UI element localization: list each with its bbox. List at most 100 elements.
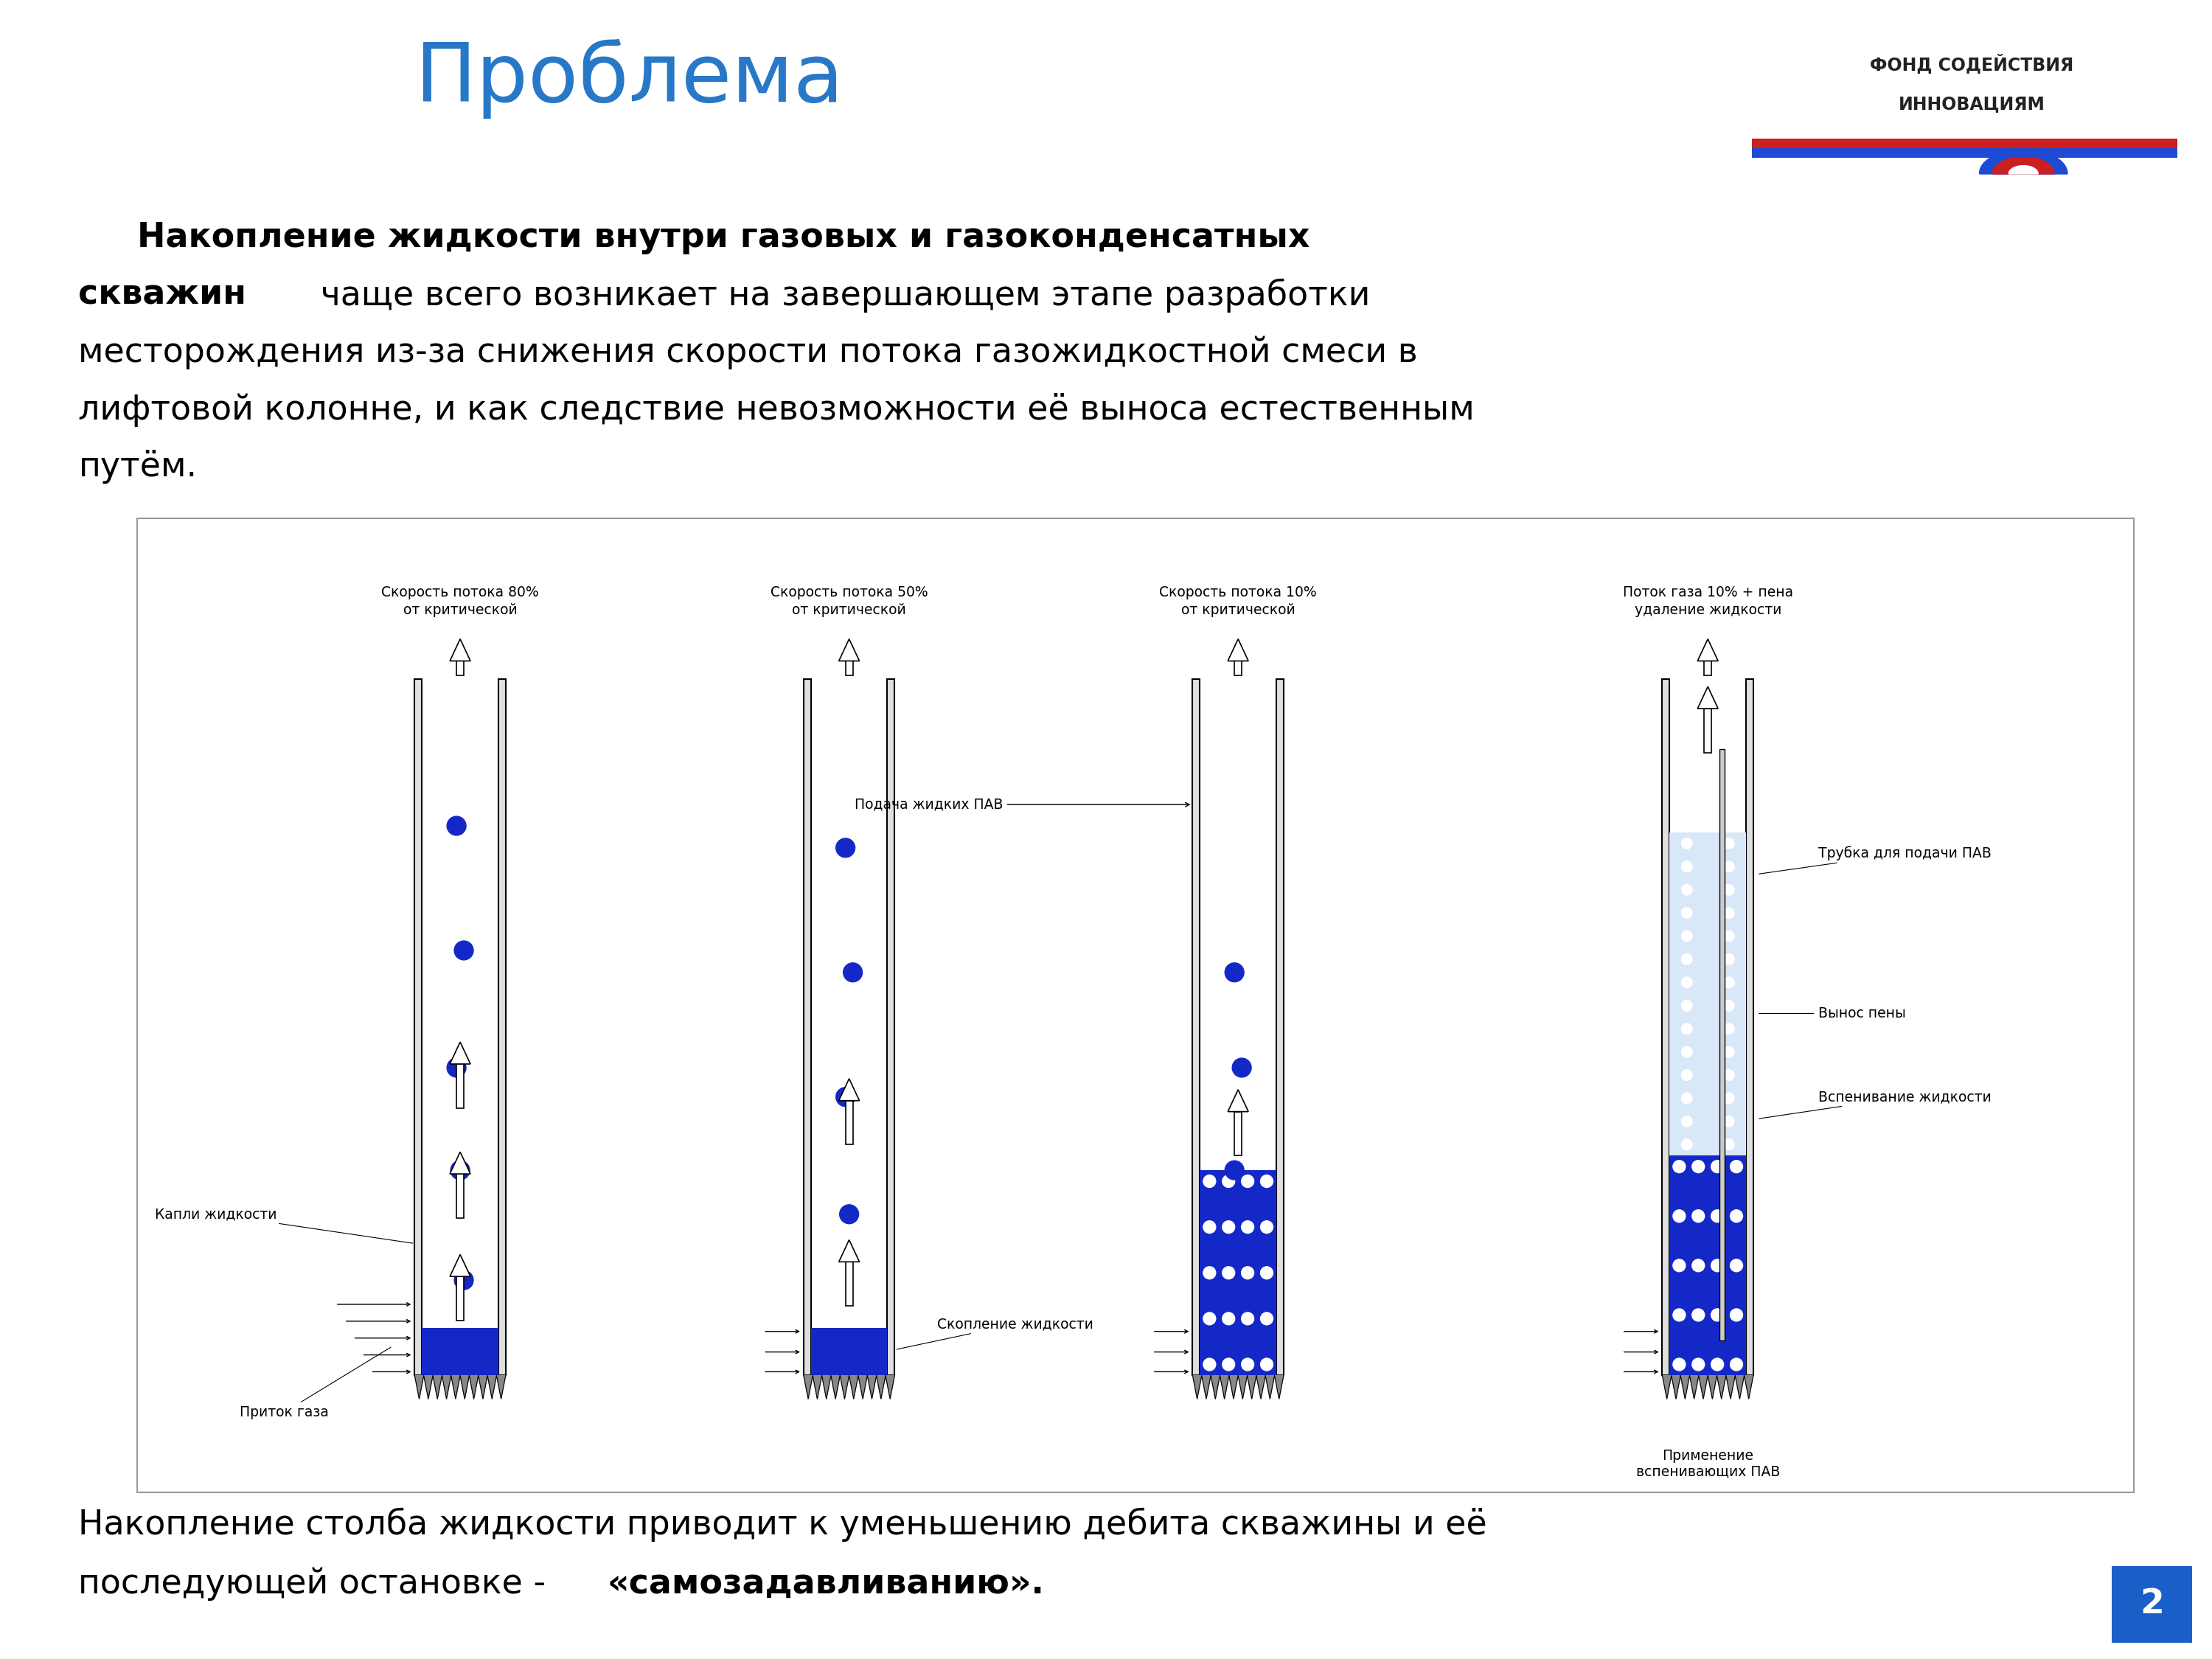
- Polygon shape: [449, 1254, 471, 1276]
- Circle shape: [1723, 907, 1734, 919]
- Circle shape: [1223, 1221, 1234, 1233]
- Circle shape: [1692, 1309, 1705, 1321]
- Bar: [1745, 679, 1754, 1375]
- Text: Вспенивание жидкости: Вспенивание жидкости: [1759, 1090, 1991, 1118]
- Circle shape: [1681, 1117, 1692, 1126]
- Circle shape: [1223, 1175, 1234, 1188]
- Bar: [137, 518, 2135, 1493]
- Circle shape: [1232, 1058, 1252, 1077]
- Bar: [1752, 148, 2177, 158]
- Circle shape: [1681, 954, 1692, 966]
- Bar: [1199, 1170, 1276, 1375]
- Circle shape: [1261, 1175, 1272, 1188]
- Circle shape: [1681, 931, 1692, 942]
- Circle shape: [1681, 838, 1692, 849]
- Circle shape: [1681, 838, 1692, 849]
- Polygon shape: [414, 1375, 507, 1399]
- Text: Скорость потока 80%
от критической: Скорость потока 80% от критической: [380, 586, 540, 617]
- Bar: [1199, 679, 1276, 1375]
- Bar: [812, 679, 887, 1375]
- Text: Трубка для подачи ПАВ: Трубка для подачи ПАВ: [1759, 846, 1991, 874]
- Circle shape: [1672, 1209, 1686, 1223]
- Circle shape: [1203, 1175, 1217, 1188]
- Circle shape: [1241, 1266, 1254, 1279]
- Circle shape: [1765, 1070, 1776, 1080]
- Circle shape: [1203, 1266, 1217, 1279]
- Bar: [1670, 1156, 1745, 1375]
- Circle shape: [1681, 1047, 1692, 1057]
- Bar: [803, 679, 812, 1375]
- Circle shape: [1261, 1221, 1272, 1233]
- Circle shape: [1723, 1047, 1734, 1057]
- Bar: [1670, 679, 1745, 1375]
- Circle shape: [1765, 977, 1776, 987]
- Circle shape: [1723, 884, 1734, 896]
- Text: Приток газа: Приток газа: [239, 1347, 392, 1418]
- Polygon shape: [838, 639, 860, 660]
- Circle shape: [1765, 1093, 1776, 1103]
- Circle shape: [1261, 1312, 1272, 1326]
- Circle shape: [1723, 838, 1734, 849]
- Bar: [845, 660, 854, 675]
- Bar: [1661, 679, 1670, 1375]
- Polygon shape: [1661, 1375, 1754, 1399]
- Circle shape: [1723, 931, 1734, 942]
- Text: последующей остановке -: последующей остановке -: [77, 1568, 557, 1601]
- Polygon shape: [1697, 639, 1719, 660]
- Circle shape: [1765, 861, 1776, 873]
- Bar: [1276, 679, 1283, 1375]
- Circle shape: [1672, 1259, 1686, 1272]
- Bar: [1752, 138, 2177, 148]
- Text: скважин: скважин: [77, 279, 246, 312]
- Circle shape: [1765, 1140, 1776, 1150]
- Circle shape: [1261, 1266, 1272, 1279]
- Circle shape: [1712, 1359, 1723, 1370]
- Circle shape: [1712, 1160, 1723, 1173]
- Bar: [2112, 1566, 2192, 1642]
- Circle shape: [1723, 1000, 1734, 1010]
- Bar: [422, 679, 498, 1375]
- Bar: [812, 1327, 887, 1375]
- Polygon shape: [803, 1375, 894, 1399]
- Polygon shape: [2008, 166, 2037, 174]
- Circle shape: [1730, 1359, 1743, 1370]
- Bar: [422, 1327, 498, 1375]
- Text: Применение
вспенивающих ПАВ: Применение вспенивающих ПАВ: [1637, 1448, 1781, 1478]
- Text: Скорость потока 50%
от критической: Скорость потока 50% от критической: [770, 586, 927, 617]
- Circle shape: [1712, 1309, 1723, 1321]
- Circle shape: [1681, 1024, 1692, 1034]
- Circle shape: [1723, 977, 1734, 987]
- Text: чаще всего возникает на завершающем этапе разработки: чаще всего возникает на завершающем этап…: [310, 279, 1369, 312]
- Polygon shape: [449, 1042, 471, 1063]
- Circle shape: [1681, 931, 1692, 942]
- Circle shape: [1723, 1024, 1734, 1034]
- Circle shape: [1681, 1000, 1692, 1010]
- Text: Накопление жидкости внутри газовых и газоконденсатных: Накопление жидкости внутри газовых и газ…: [77, 221, 1310, 254]
- Circle shape: [1223, 1266, 1234, 1279]
- Circle shape: [1723, 1070, 1734, 1080]
- Circle shape: [1765, 1024, 1776, 1034]
- Circle shape: [1241, 1221, 1254, 1233]
- Circle shape: [1672, 1309, 1686, 1321]
- Circle shape: [1765, 954, 1776, 966]
- Text: ФОНД СОДЕЙСТВИЯ: ФОНД СОДЕЙСТВИЯ: [1869, 53, 2075, 73]
- Text: лифтовой колонне, и как следствие невозможности её выноса естественным: лифтовой колонне, и как следствие невозм…: [77, 393, 1475, 426]
- Circle shape: [1765, 1024, 1776, 1034]
- Circle shape: [1681, 1000, 1692, 1010]
- Circle shape: [1681, 861, 1692, 873]
- Bar: [887, 679, 894, 1375]
- Bar: [1192, 679, 1199, 1375]
- Circle shape: [1681, 1070, 1692, 1080]
- Circle shape: [1241, 1359, 1254, 1370]
- Circle shape: [1723, 1024, 1734, 1034]
- Circle shape: [1723, 861, 1734, 873]
- Circle shape: [1730, 1160, 1743, 1173]
- Polygon shape: [1228, 639, 1248, 660]
- Circle shape: [1241, 1175, 1254, 1188]
- Circle shape: [1765, 907, 1776, 919]
- Circle shape: [1730, 1309, 1743, 1321]
- Circle shape: [1672, 1359, 1686, 1370]
- Circle shape: [1765, 1140, 1776, 1150]
- Circle shape: [1203, 1221, 1217, 1233]
- Circle shape: [1723, 1047, 1734, 1057]
